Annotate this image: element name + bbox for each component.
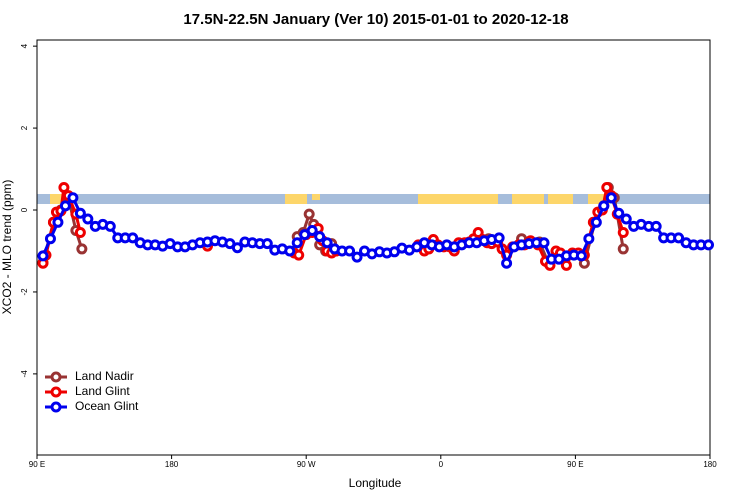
y-tick-label: 0 [20,207,29,212]
data-point [560,259,572,271]
data-point [321,237,333,249]
data-point [344,245,356,257]
x-tick-label: 90 E [29,460,45,469]
data-point [231,242,243,254]
legend-label: Land Glint [75,384,130,398]
y-tick-label: -2 [20,288,29,296]
data-point [44,233,56,245]
data-point [673,232,685,244]
data-point [52,216,64,228]
legend-marker [50,401,62,413]
data-point [601,181,613,193]
data-point [314,231,326,243]
legend-label: Ocean Glint [75,399,139,413]
data-point [613,207,625,219]
data-point [620,213,632,225]
data-point [538,237,550,249]
data-point [58,181,70,193]
x-axis-title: Longitude [349,476,402,490]
data-point [127,232,139,244]
data-point [306,224,318,236]
legend-marker [50,386,62,398]
y-tick-label: 2 [20,125,29,130]
data-point [501,257,513,269]
data-point [617,227,629,239]
data-point [104,220,116,232]
data-point [67,192,79,204]
x-tick-label: 180 [703,460,717,469]
x-tick-label: 180 [165,460,179,469]
data-point [605,192,617,204]
data-point [617,243,629,255]
data-point [598,200,610,212]
data-point [74,227,86,239]
data-point [37,250,49,262]
data-point [351,251,363,263]
x-tick-label: 90 W [297,460,316,469]
y-tick-label: -4 [20,370,29,378]
data-point [583,233,595,245]
data-point [293,249,305,261]
data-point [650,220,662,232]
data-point [261,238,273,250]
x-tick-label: 90 E [567,460,583,469]
chart-title: 17.5N-22.5N January (Ver 10) 2015-01-01 … [183,11,568,28]
data-point [82,213,94,225]
data-point [493,232,505,244]
y-axis-title: XCO2 - MLO trend (ppm) [0,180,14,315]
data-point [575,250,587,262]
data-point [590,216,602,228]
data-point [303,208,315,220]
legend-label: Land Nadir [75,369,134,383]
x-tick-label: 0 [439,460,444,469]
data-point [76,243,88,255]
data-point [74,207,86,219]
legend-marker [50,371,62,383]
data-point [703,239,715,251]
data-point [59,200,71,212]
data-point [284,245,296,257]
data-point [291,237,303,249]
y-tick-label: 4 [20,43,29,48]
